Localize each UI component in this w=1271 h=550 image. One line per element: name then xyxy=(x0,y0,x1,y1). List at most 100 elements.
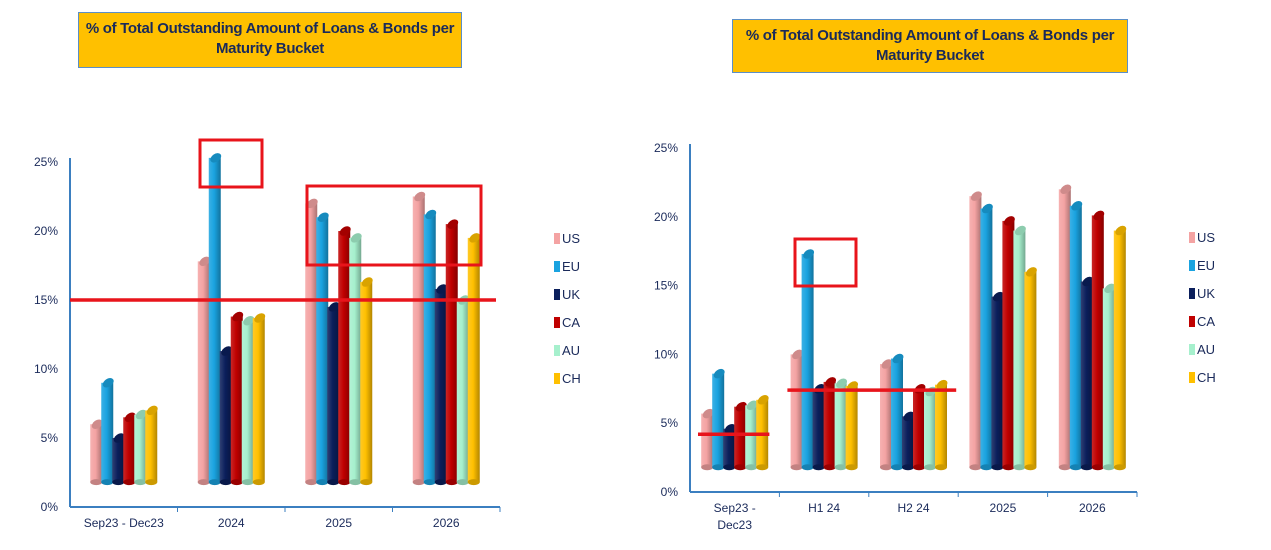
bar-body xyxy=(935,384,947,468)
bar-eu-3 xyxy=(980,203,993,471)
x-tick-label: Sep23 - Dec23 xyxy=(84,516,164,530)
bar-us-1 xyxy=(790,349,804,471)
y-tick-label: 5% xyxy=(41,431,59,445)
bar-body xyxy=(252,317,265,483)
bar-base xyxy=(734,464,747,471)
bar-body xyxy=(338,231,351,483)
bar-base xyxy=(891,464,903,471)
bar-base xyxy=(712,464,725,471)
legend-label: EU xyxy=(562,259,580,274)
bar-cap xyxy=(361,277,373,287)
right-chart: 0% 5% 10% 15% 20% 25% Sep23 - Dec23 H1 24 H2 24 20… xyxy=(654,141,1216,532)
bar-cap xyxy=(91,419,103,429)
bar-au-3 xyxy=(1013,225,1026,471)
bar-base xyxy=(969,464,982,471)
bar-cap xyxy=(724,423,736,434)
bar-body xyxy=(412,196,425,483)
legend-swatch xyxy=(1189,316,1195,327)
bar-cap xyxy=(825,377,837,387)
bar-body xyxy=(197,261,210,483)
bar-base xyxy=(434,479,447,486)
bar-body xyxy=(230,316,243,483)
bar-cap xyxy=(936,379,948,390)
bar-base xyxy=(327,479,340,486)
bar-cap xyxy=(199,256,211,267)
x-tick-label: H1 24 xyxy=(808,501,840,515)
bar-body xyxy=(208,157,221,483)
bar-eu-1 xyxy=(208,153,222,486)
legend-swatch xyxy=(1189,288,1195,299)
bar-us-0 xyxy=(701,408,714,471)
bar-cap xyxy=(746,400,758,411)
bar-base xyxy=(823,464,836,471)
bar-cap xyxy=(757,395,769,405)
bar-body xyxy=(1024,271,1037,468)
bar-cap xyxy=(339,226,351,236)
legend-label: UK xyxy=(1197,286,1215,301)
bar-body xyxy=(834,383,847,468)
x-tick-label: 2026 xyxy=(1079,501,1106,515)
bar-body xyxy=(880,364,892,468)
bar-body xyxy=(145,410,158,483)
bar-body xyxy=(801,253,814,468)
bar-body xyxy=(924,391,936,468)
bar-body xyxy=(812,388,825,468)
bar-cap xyxy=(881,359,893,369)
bar-body xyxy=(1080,281,1093,468)
bar-us-3 xyxy=(412,191,426,486)
bar-base xyxy=(412,479,425,486)
bar-cap xyxy=(1014,225,1026,236)
bar-au-3 xyxy=(456,295,470,486)
bar-base xyxy=(1013,464,1026,471)
bar-body xyxy=(101,382,114,483)
bar-us-4 xyxy=(1058,184,1072,471)
bar-cap xyxy=(702,408,714,419)
legend-label: CH xyxy=(1197,370,1216,385)
bar-cap xyxy=(1093,210,1105,221)
bar-base xyxy=(756,464,769,471)
bar-body xyxy=(434,288,447,483)
bar-body xyxy=(467,237,480,483)
y-tick-label: 0% xyxy=(41,500,59,514)
bar-cap xyxy=(221,346,233,356)
bar-body xyxy=(823,381,836,468)
bar-base xyxy=(316,479,329,486)
bar-uk-1 xyxy=(219,346,233,486)
bar-base xyxy=(913,464,925,471)
legend-label: US xyxy=(562,231,580,246)
bar-cap xyxy=(803,249,815,259)
bar-ch-3 xyxy=(1024,267,1037,471)
bar-base xyxy=(834,464,847,471)
bar-uk-2 xyxy=(327,302,340,486)
bar-uk-3 xyxy=(991,291,1004,471)
y-tick-label: 0% xyxy=(661,485,679,499)
bar-base xyxy=(134,479,147,486)
y-tick-label: 20% xyxy=(34,224,58,238)
bar-eu-4 xyxy=(1069,201,1083,471)
bar-base xyxy=(1058,464,1071,471)
bar-cap xyxy=(447,219,459,229)
bar-cap xyxy=(306,198,318,209)
bar-eu-3 xyxy=(423,209,437,486)
bar-base xyxy=(230,479,243,486)
bar-au-4 xyxy=(1102,283,1116,471)
x-tick-label: 2025 xyxy=(325,516,352,530)
bar-base xyxy=(935,464,947,471)
bar-base xyxy=(1102,464,1115,471)
bar-base xyxy=(801,464,814,471)
bar-body xyxy=(1069,205,1082,468)
bar-cap xyxy=(903,411,915,422)
y-tick-label: 20% xyxy=(654,210,678,224)
bar-cap xyxy=(350,233,362,243)
legend-label: UK xyxy=(562,287,580,302)
bar-cap xyxy=(1071,201,1083,211)
bar-base xyxy=(208,479,221,486)
bar-base xyxy=(252,479,265,486)
x-tick-label: Dec23 xyxy=(717,518,752,532)
bar-body xyxy=(219,351,232,483)
bar-cap xyxy=(102,378,114,388)
bar-ch-0 xyxy=(145,405,158,486)
bar-au-1 xyxy=(241,315,255,486)
bar-ca-4 xyxy=(1091,210,1105,471)
